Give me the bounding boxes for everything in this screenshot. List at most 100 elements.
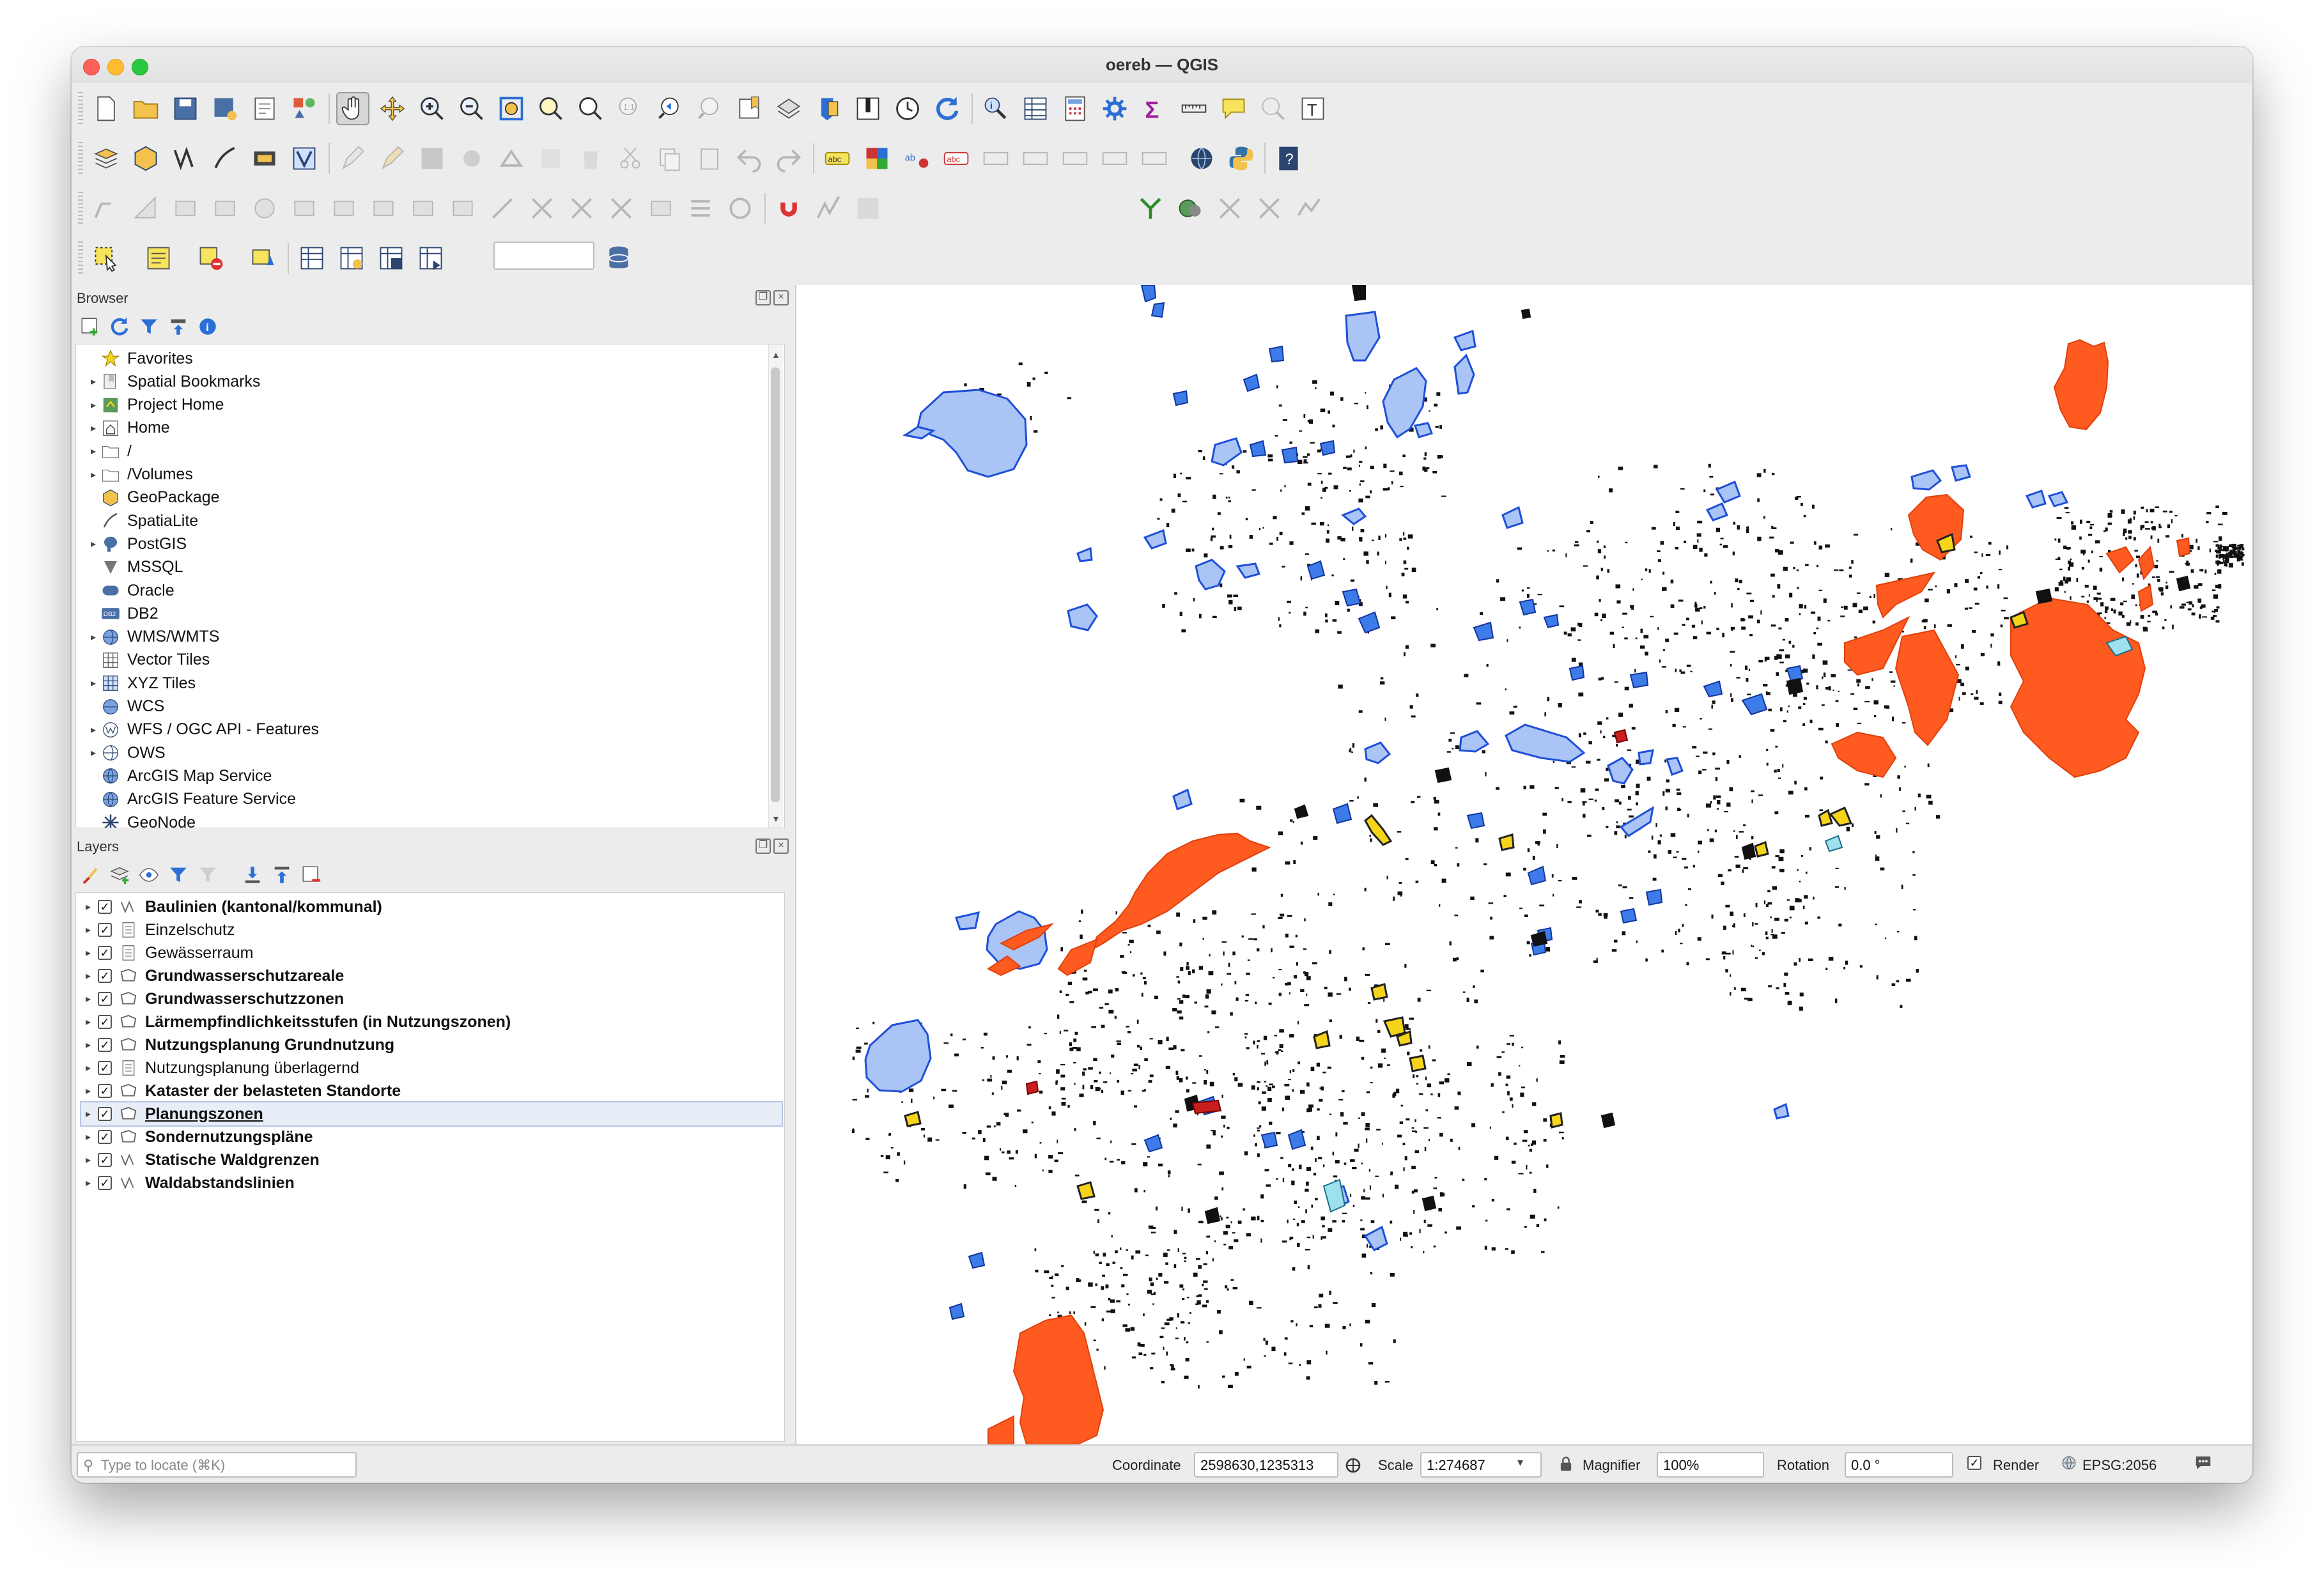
filter-legend-icon[interactable] (166, 863, 190, 887)
new-spatialite-icon[interactable] (208, 142, 242, 175)
expand-arrow-icon[interactable]: ▸ (85, 1132, 91, 1143)
browser-scroll-thumb[interactable] (771, 367, 780, 802)
move-label-icon[interactable] (979, 142, 1012, 175)
lock-scale-icon[interactable] (1557, 1455, 1576, 1475)
expand-arrow-icon[interactable]: ▸ (85, 994, 91, 1005)
close-panel-icon[interactable]: × (773, 290, 789, 305)
show-hide-labels-icon[interactable] (1019, 142, 1052, 175)
map-canvas[interactable] (795, 285, 2252, 1444)
expand-arrow-icon[interactable]: ▸ (90, 724, 97, 736)
browser-item[interactable]: ▸ PostGIS (86, 532, 187, 555)
locator-search-input[interactable]: ⚲ Type to locate (⌘K) (77, 1452, 357, 1478)
layer-item[interactable]: ▸ ✓ Gewässerraum (81, 941, 782, 964)
save-project-icon[interactable] (169, 92, 202, 125)
coordinate-field[interactable]: 2598630,1235313 (1194, 1452, 1338, 1478)
layer-visibility-checkbox[interactable]: ✓ (98, 992, 112, 1006)
layer-visibility-checkbox[interactable]: ✓ (98, 946, 112, 960)
browser-item[interactable]: ▸ WFS / OGC API - Features (86, 718, 319, 741)
add-feature-icon[interactable] (455, 142, 488, 175)
processing-toolbox-icon[interactable] (1098, 92, 1131, 125)
select-by-expression-icon[interactable] (142, 242, 175, 275)
reverse-line-icon[interactable] (486, 192, 519, 225)
change-label-icon[interactable] (1098, 142, 1131, 175)
delete-ring-icon[interactable] (367, 192, 400, 225)
browser-item[interactable]: SpatiaLite (86, 509, 198, 532)
zoom-next-icon[interactable] (693, 92, 726, 125)
filtered-table-icon[interactable] (335, 242, 368, 275)
expand-all-icon[interactable] (240, 863, 265, 887)
magnifier-spinbox[interactable]: 100% (1657, 1452, 1764, 1478)
browser-item[interactable]: ArcGIS Feature Service (86, 788, 296, 811)
new-temp-layer-icon[interactable] (248, 142, 281, 175)
snapping-magnet-icon[interactable] (772, 192, 805, 225)
offset-icon[interactable] (446, 192, 479, 225)
select-features-icon[interactable] (89, 242, 123, 275)
avoid-overlap-icon[interactable] (1213, 192, 1246, 225)
new-geopackage-icon[interactable] (129, 142, 162, 175)
expand-arrow-icon[interactable]: ▸ (85, 971, 91, 982)
info-icon[interactable]: i (196, 314, 220, 339)
browser-item[interactable]: ▸/Volumes (86, 463, 193, 486)
style-manager-icon[interactable] (288, 92, 321, 125)
simplify-icon[interactable] (248, 192, 281, 225)
browser-scrollbar[interactable]: ▲ ▼ (768, 344, 783, 828)
collapse-all-layers-icon[interactable] (270, 863, 294, 887)
render-checkbox[interactable]: ✓ (1965, 1456, 1988, 1470)
filter-expression-icon[interactable] (196, 863, 220, 887)
remove-layer-icon[interactable] (299, 863, 323, 887)
browser-item[interactable]: ArcGIS Map Service (86, 764, 272, 787)
save-edits-icon[interactable] (415, 142, 449, 175)
chevron-down-icon[interactable]: ▾ (1517, 1456, 1524, 1469)
delete-selected-icon[interactable] (574, 142, 607, 175)
open-attribute-table-selected-icon[interactable] (295, 242, 329, 275)
add-selected-layers-icon[interactable] (78, 314, 102, 339)
expand-arrow-icon[interactable]: ▸ (85, 1017, 91, 1028)
rotate-symbol-icon[interactable] (724, 192, 757, 225)
float-panel-icon[interactable]: ❐ (755, 290, 771, 305)
help-icon[interactable]: ? (1272, 142, 1305, 175)
browser-item[interactable]: ▸ / (86, 440, 132, 463)
toolbar-grip[interactable] (78, 192, 83, 224)
layer-item[interactable]: ▸ ✓ Grundwasserschutzareale (81, 964, 782, 987)
pan-to-selection-icon[interactable] (376, 92, 409, 125)
close-window-button[interactable] (83, 59, 100, 75)
show-bookmarks-icon[interactable] (772, 92, 805, 125)
attribute-table-icon[interactable] (1019, 92, 1052, 125)
zoom-out-icon[interactable] (455, 92, 488, 125)
layers-dock-buttons[interactable]: ❐ × (753, 837, 789, 854)
zoom-to-layer-icon[interactable] (574, 92, 607, 125)
crs-icon[interactable] (2061, 1455, 2080, 1474)
expand-arrow-icon[interactable]: ▸ (85, 902, 91, 913)
layer-item[interactable]: ▸ ✓ Kataster der belasteten Standorte (81, 1079, 782, 1102)
layer-visibility-checkbox[interactable]: ✓ (98, 1153, 112, 1167)
browser-item[interactable]: Oracle (86, 579, 174, 602)
browser-dock-buttons[interactable]: ❐ × (753, 289, 789, 305)
layer-visibility-checkbox[interactable]: ✓ (98, 969, 112, 983)
browser-item[interactable]: ▸ OWS (86, 741, 166, 764)
float-panel-icon[interactable]: ❐ (755, 838, 771, 854)
rotate-label-icon[interactable] (1058, 142, 1092, 175)
snap-mode-icon[interactable] (851, 192, 885, 225)
open-project-icon[interactable] (129, 92, 162, 125)
browser-item[interactable]: Favorites (86, 347, 193, 370)
new-virtual-layer-icon[interactable] (288, 142, 321, 175)
refresh-icon[interactable] (931, 92, 964, 125)
annotation-icon[interactable] (1257, 92, 1290, 125)
pan-icon[interactable] (336, 92, 369, 125)
topological-editing-icon[interactable] (1134, 192, 1167, 225)
browser-item[interactable]: ▸ XYZ Tiles (86, 672, 196, 695)
toolbar-grip[interactable] (78, 142, 83, 174)
messages-icon[interactable] (2194, 1453, 2215, 1475)
expand-arrow-icon[interactable]: ▸ (90, 469, 97, 481)
layer-visibility-checkbox[interactable]: ✓ (98, 1061, 112, 1075)
expand-arrow-icon[interactable]: ▸ (85, 1155, 91, 1166)
layer-item[interactable]: ▸ ✓ Nutzungsplanung überlagernd (81, 1056, 782, 1079)
expand-arrow-icon[interactable]: ▸ (90, 376, 97, 388)
zoom-last-icon[interactable] (653, 92, 686, 125)
add-part-icon[interactable] (288, 192, 321, 225)
offset-curve-icon[interactable] (169, 192, 202, 225)
toggle-extents-icon[interactable] (1344, 1456, 1365, 1475)
python-console-icon[interactable] (1225, 142, 1258, 175)
add-ring-icon[interactable] (129, 192, 162, 225)
modify-attributes-icon[interactable] (534, 142, 568, 175)
